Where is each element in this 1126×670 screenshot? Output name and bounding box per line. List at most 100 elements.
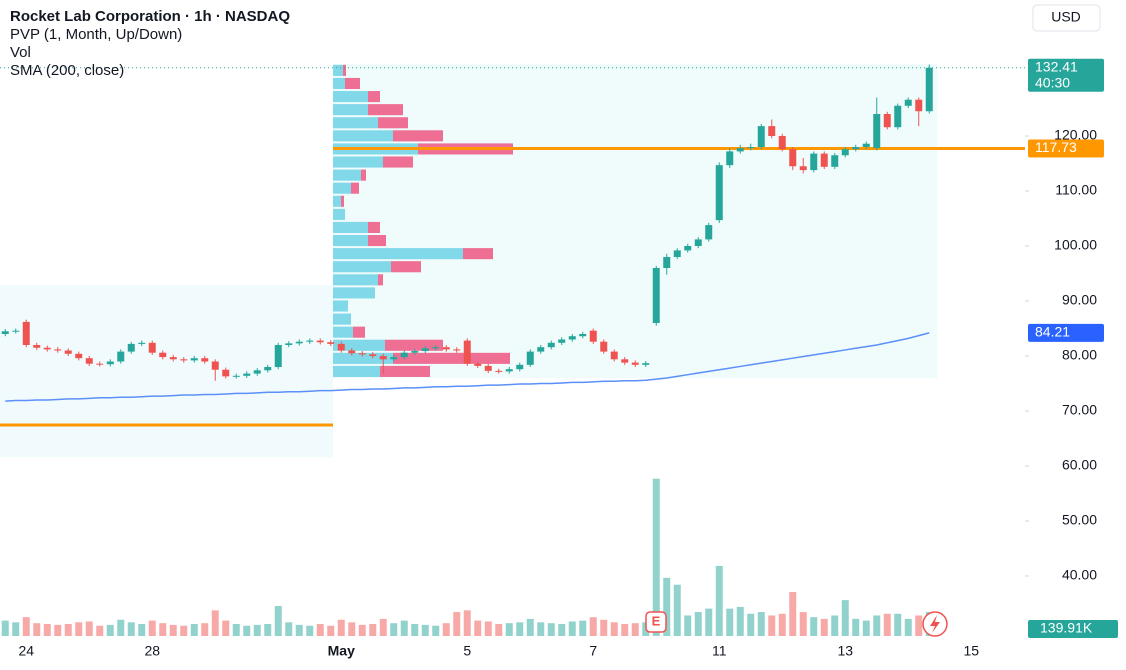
volume-bar <box>232 624 240 636</box>
volume-bar <box>295 624 303 636</box>
profile-up-bar <box>333 326 353 338</box>
volume-bar <box>810 617 818 636</box>
profile-up-bar <box>333 313 351 325</box>
profile-up-bar <box>333 130 393 142</box>
candle-body <box>768 126 776 137</box>
volume-bar <box>873 615 881 636</box>
chart-title: Rocket Lab Corporation · 1h · NASDAQ <box>10 8 290 25</box>
volume-bar <box>442 623 450 636</box>
volume-bar <box>589 617 597 636</box>
volume-bar <box>64 624 72 636</box>
volume-bar <box>106 624 114 636</box>
volume-bar <box>85 621 93 636</box>
last-price-tag-box <box>1028 58 1104 92</box>
volume-bar <box>243 625 251 636</box>
candle-body <box>274 344 282 367</box>
volume-bar <box>862 620 870 636</box>
profile-up-bar <box>333 64 343 76</box>
profile-up-bar <box>333 77 345 90</box>
volume-bar <box>127 622 135 636</box>
candle-body <box>831 155 839 167</box>
candle-body <box>652 268 660 323</box>
candle-body <box>600 341 608 352</box>
candle-body <box>348 350 356 354</box>
volume-bar <box>631 623 639 636</box>
candle-body <box>915 99 923 112</box>
volume-bar <box>736 606 744 636</box>
volume-bar <box>841 600 849 636</box>
candle-body <box>127 343 135 352</box>
profile-up-bar <box>333 156 383 168</box>
volume-tag-box <box>1028 620 1118 638</box>
profile-down-bar <box>393 130 443 142</box>
candle-body <box>474 363 482 366</box>
profile-up-bar <box>333 208 345 220</box>
indicator-label: Vol <box>10 44 31 61</box>
volume-bar <box>285 622 293 636</box>
candle-body <box>117 351 125 362</box>
profile-up-bar <box>333 365 380 377</box>
volume-bar <box>463 610 471 636</box>
candle-body <box>337 343 345 351</box>
candle-body <box>390 357 398 360</box>
profile-up-bar <box>333 169 361 181</box>
candle-body <box>757 126 765 148</box>
x-tick-label: May <box>328 643 355 659</box>
sma-line <box>5 332 930 402</box>
volume-bar <box>190 624 198 636</box>
volume-bar <box>600 619 608 636</box>
profile-up-bar <box>333 91 368 103</box>
candle-body <box>285 343 293 345</box>
profile-down-bar <box>353 326 365 338</box>
profile-up-bar <box>333 248 463 260</box>
candle-body <box>22 321 30 345</box>
candle-body <box>862 143 870 148</box>
candle-body <box>96 363 104 365</box>
candle-body <box>558 339 566 343</box>
volume-bar <box>96 625 104 636</box>
candle-body <box>516 364 524 370</box>
candle-body <box>495 370 503 372</box>
volume-bar <box>390 623 398 636</box>
profile-up-bar <box>333 104 368 116</box>
volume-bar <box>673 584 681 636</box>
profile-up-bar <box>333 300 348 312</box>
volume-bar <box>694 612 702 636</box>
volume-bar <box>180 625 188 636</box>
candle-body <box>85 358 93 364</box>
volume-bar <box>138 624 146 636</box>
profile-up-bar <box>333 339 385 351</box>
x-tick-label: 11 <box>712 643 727 659</box>
volume-bar <box>663 577 671 636</box>
volume-bar <box>715 565 723 636</box>
candle-body <box>43 347 51 350</box>
earnings-label[interactable]: E <box>652 613 661 628</box>
candle-body <box>327 342 335 344</box>
volume-bar <box>558 624 566 636</box>
candle-body <box>253 370 261 374</box>
candle-body <box>841 149 849 156</box>
y-tick-label: 50.00 <box>1062 512 1097 528</box>
volume-bar <box>516 622 524 636</box>
candle-body <box>201 358 209 362</box>
candle-body <box>54 349 62 351</box>
y-tick-label: 40.00 <box>1062 567 1097 583</box>
poc-tag-box <box>1028 139 1104 158</box>
x-tick-label: 5 <box>463 643 471 659</box>
currency-button[interactable] <box>1032 4 1101 32</box>
profile-down-bar <box>345 77 360 90</box>
profile-up-bar <box>333 182 351 194</box>
x-tick-label: 24 <box>18 643 34 659</box>
currency-label[interactable]: USD <box>1051 9 1081 25</box>
volume-bar <box>400 620 408 636</box>
x-tick-label: 28 <box>144 643 160 659</box>
volume-bar <box>253 624 261 636</box>
volume-bar <box>894 613 902 636</box>
volume-bar <box>264 624 272 636</box>
volume-bar <box>432 625 440 636</box>
prior-profile-box <box>0 285 333 458</box>
earnings-badge[interactable] <box>645 611 667 633</box>
volume-bar <box>1 620 9 636</box>
volume-bar <box>316 624 324 636</box>
